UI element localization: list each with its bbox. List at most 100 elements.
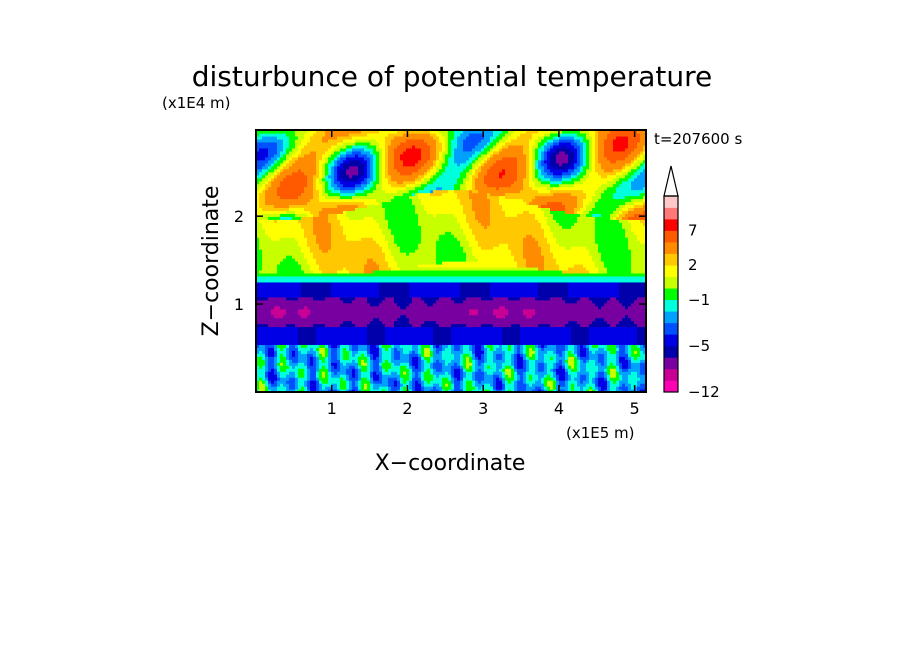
field-cell — [388, 380, 392, 384]
field-cell — [289, 311, 293, 316]
field-cell — [319, 365, 323, 369]
field-cell — [277, 329, 281, 334]
field-cell — [568, 377, 572, 381]
field-cell — [508, 302, 512, 307]
field-cell — [379, 314, 383, 319]
field-cell — [379, 302, 383, 307]
field-cell — [382, 377, 386, 381]
field-cell — [346, 389, 350, 392]
field-cell — [448, 353, 452, 357]
field-cell — [436, 314, 440, 319]
field-cell — [550, 389, 554, 392]
field-cell — [610, 320, 614, 325]
field-cell — [538, 329, 542, 334]
field-cell — [361, 353, 365, 357]
field-cell — [361, 335, 365, 340]
field-cell — [562, 368, 566, 372]
field-cell — [460, 329, 464, 334]
field-cell — [517, 353, 521, 357]
field-cell — [610, 377, 614, 381]
field-cell — [472, 347, 476, 351]
field-cell — [523, 317, 527, 322]
field-cell — [412, 299, 416, 304]
field-cell — [391, 383, 395, 387]
field-cell — [427, 371, 431, 375]
field-cell — [424, 371, 428, 375]
field-cell — [343, 380, 347, 384]
field-cell — [295, 335, 299, 340]
field-cell — [559, 347, 563, 351]
field-cell — [610, 317, 614, 322]
field-cell — [415, 374, 419, 378]
field-cell — [583, 314, 587, 319]
field-cell — [487, 344, 491, 348]
field-cell — [331, 356, 335, 360]
field-cell — [544, 338, 548, 342]
field-cell — [637, 371, 641, 375]
field-cell — [337, 329, 341, 334]
field-cell — [415, 329, 419, 334]
field-cell — [589, 374, 593, 378]
field-cell — [625, 365, 629, 369]
field-cell — [454, 326, 458, 331]
field-cell — [517, 311, 521, 316]
field-cell — [550, 374, 554, 378]
field-cell — [268, 371, 272, 375]
field-cell — [451, 386, 455, 390]
field-cell — [502, 347, 506, 351]
field-cell — [460, 326, 464, 331]
field-cell — [517, 350, 521, 354]
field-cell — [394, 347, 398, 351]
field-cell — [550, 377, 554, 381]
field-cell — [385, 320, 389, 325]
field-cell — [265, 368, 269, 372]
field-cell — [637, 302, 641, 307]
field-cell — [610, 389, 614, 392]
field-cell — [352, 368, 356, 372]
field-cell — [367, 368, 371, 372]
field-cell — [541, 374, 545, 378]
field-cell — [439, 353, 443, 357]
field-cell — [484, 332, 488, 337]
field-cell — [364, 362, 368, 366]
field-cell — [367, 344, 371, 348]
field-cell — [286, 344, 290, 348]
field-cell — [493, 314, 497, 319]
field-cell — [256, 305, 260, 310]
field-cell — [388, 374, 392, 378]
field-cell — [478, 311, 482, 316]
field-cell — [547, 314, 551, 319]
field-cell — [271, 353, 275, 357]
field-cell — [367, 299, 371, 304]
field-cell — [427, 353, 431, 357]
field-cell — [307, 356, 311, 360]
field-cell — [274, 329, 278, 334]
field-cell — [607, 359, 611, 363]
field-cell — [397, 311, 401, 316]
field-cell — [442, 350, 446, 354]
field-cell — [427, 359, 431, 363]
field-cell — [529, 389, 533, 392]
field-cell — [583, 311, 587, 316]
field-cell — [334, 368, 338, 372]
field-cell — [439, 371, 443, 375]
field-cell — [499, 302, 503, 307]
field-cell — [571, 347, 575, 351]
field-cell — [625, 332, 629, 337]
field-cell — [307, 329, 311, 334]
field-cell — [625, 350, 629, 354]
field-cell — [307, 314, 311, 319]
field-cell — [622, 311, 626, 316]
field-cell — [394, 374, 398, 378]
field-cell — [466, 350, 470, 354]
field-cell — [541, 362, 545, 366]
field-cell — [409, 380, 413, 384]
field-cell — [478, 314, 482, 319]
field-cell — [490, 350, 494, 354]
field-cell — [277, 380, 281, 384]
field-cell — [280, 311, 284, 316]
field-cell — [610, 374, 614, 378]
field-cell — [466, 314, 470, 319]
field-cell — [280, 344, 284, 348]
field-cell — [262, 344, 266, 348]
